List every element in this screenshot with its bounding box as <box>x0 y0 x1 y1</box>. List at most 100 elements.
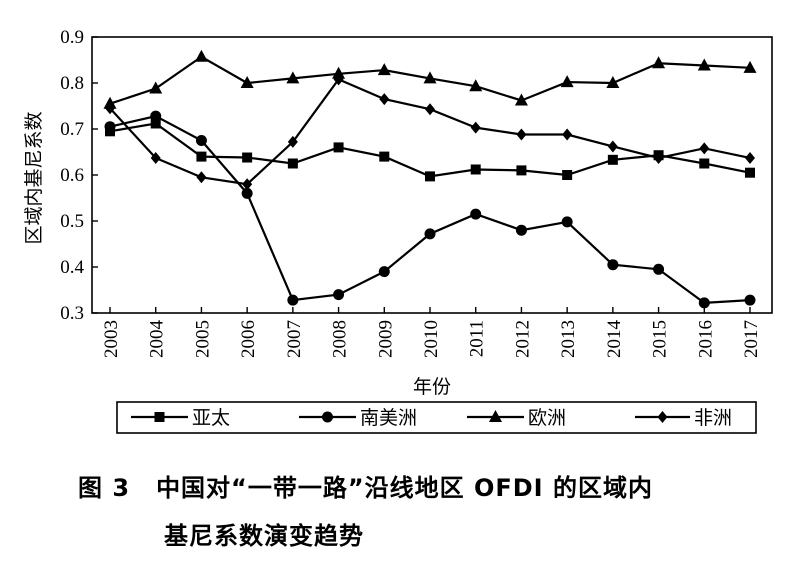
series-line <box>109 114 751 305</box>
legend-box <box>116 401 757 434</box>
data-point <box>469 79 483 92</box>
legend-marker <box>322 411 333 423</box>
legend-label: 非洲 <box>694 407 732 429</box>
data-point <box>240 76 254 88</box>
x-tick-label: 2005 <box>192 320 213 358</box>
y-axis-title: 区域内基尼系数 <box>23 111 45 244</box>
series-layer <box>103 49 757 309</box>
x-tick-label: 2017 <box>741 320 762 358</box>
y-tick-label: 0.3 <box>60 303 84 324</box>
legend-marker <box>154 412 165 422</box>
data-point <box>150 118 161 129</box>
data-point <box>698 297 710 309</box>
data-point <box>516 165 527 176</box>
x-tick-label: 2007 <box>284 320 305 358</box>
data-point <box>561 216 573 228</box>
x-tick-label: 2012 <box>512 320 533 358</box>
data-point <box>424 228 436 240</box>
data-point <box>699 158 710 169</box>
y-tick-label: 0.5 <box>60 211 84 232</box>
y-tick-label: 0.8 <box>60 73 84 94</box>
x-tick-label: 2010 <box>421 320 442 358</box>
data-point <box>744 294 756 306</box>
data-point <box>150 151 161 164</box>
data-point <box>562 170 573 180</box>
x-tick-label: 2013 <box>558 320 579 358</box>
data-point <box>287 294 299 306</box>
y-tick-label: 0.6 <box>60 165 84 186</box>
legend-entry: 欧洲 <box>467 407 566 429</box>
data-point <box>332 66 346 79</box>
x-tick-label: 2014 <box>604 320 625 359</box>
series-triangle <box>103 49 757 109</box>
data-point <box>653 151 664 164</box>
legend-entry: 非洲 <box>635 407 732 429</box>
legend: 亚太 南美洲 欧洲 非洲 <box>116 401 757 434</box>
data-point <box>379 93 390 106</box>
data-point <box>745 167 755 178</box>
data-point <box>743 60 757 73</box>
data-point <box>378 266 390 278</box>
x-tick-label: 2008 <box>330 320 351 358</box>
data-point <box>149 81 163 94</box>
legend-entry: 亚太 <box>131 407 230 429</box>
data-point <box>560 75 574 88</box>
data-point <box>196 151 207 162</box>
data-point <box>652 56 666 69</box>
data-point <box>333 73 344 86</box>
data-point <box>425 103 435 116</box>
y-tick-label: 0.7 <box>60 119 84 140</box>
data-point <box>470 164 481 175</box>
data-point <box>425 171 435 182</box>
legend-entry: 南美洲 <box>299 407 417 429</box>
data-point <box>470 121 481 134</box>
legend-label: 亚太 <box>192 407 230 429</box>
x-tick-label: 2011 <box>467 320 488 357</box>
data-point <box>470 208 482 220</box>
y-tick-label: 0.9 <box>60 27 84 48</box>
x-tick-label: 2006 <box>238 320 259 358</box>
x-tick-label: 2003 <box>101 320 122 358</box>
legend-label: 南美洲 <box>360 407 417 429</box>
data-point <box>515 224 527 236</box>
data-point <box>514 93 528 106</box>
data-point <box>745 151 755 164</box>
axes: 0.3 0.4 0.5 0.6 0.7 0.8 0.9 2003 2004 2005 2006 200… <box>60 27 773 359</box>
data-point <box>150 110 162 122</box>
figure-caption-line-1: 图 3 中国对“一带一路”沿线地区 OFDI 的区域内 <box>78 468 653 503</box>
data-point <box>287 135 298 148</box>
x-tick-label: 2015 <box>650 320 671 358</box>
x-tick-label: 2009 <box>375 320 396 358</box>
series-circle <box>104 110 756 309</box>
data-point <box>653 263 665 275</box>
legend-marker <box>489 410 502 422</box>
data-point <box>286 71 300 84</box>
data-point <box>562 128 573 141</box>
data-point <box>607 140 618 153</box>
data-point <box>516 128 527 141</box>
figure-caption-text-1: 中国对“一带一路”沿线地区 OFDI 的区域内 <box>156 474 653 502</box>
data-point <box>241 187 253 199</box>
figure-number: 图 3 <box>78 474 131 502</box>
data-point <box>699 142 710 155</box>
data-point <box>607 154 618 165</box>
data-point <box>377 63 391 76</box>
x-axis-title: 年份 <box>413 376 451 398</box>
data-point <box>606 76 620 88</box>
data-point <box>196 171 207 184</box>
chart: 0.3 0.4 0.5 0.6 0.7 0.8 0.9 2003 2004 2005 2006 200… <box>23 27 773 434</box>
legend-label: 欧洲 <box>528 407 566 429</box>
data-point <box>333 142 344 153</box>
y-tick-label: 0.4 <box>60 257 84 278</box>
x-tick-label: 2004 <box>147 320 168 359</box>
data-point <box>242 152 253 163</box>
data-point <box>379 151 390 162</box>
x-tick-label: 2016 <box>695 320 716 358</box>
figure-caption-line-2: 基尼系数演变趋势 <box>164 522 364 550</box>
data-point <box>104 121 116 133</box>
data-point <box>287 158 298 169</box>
data-point <box>242 178 253 191</box>
data-point <box>607 259 619 271</box>
data-point <box>423 71 437 84</box>
series-diamond <box>105 73 755 191</box>
